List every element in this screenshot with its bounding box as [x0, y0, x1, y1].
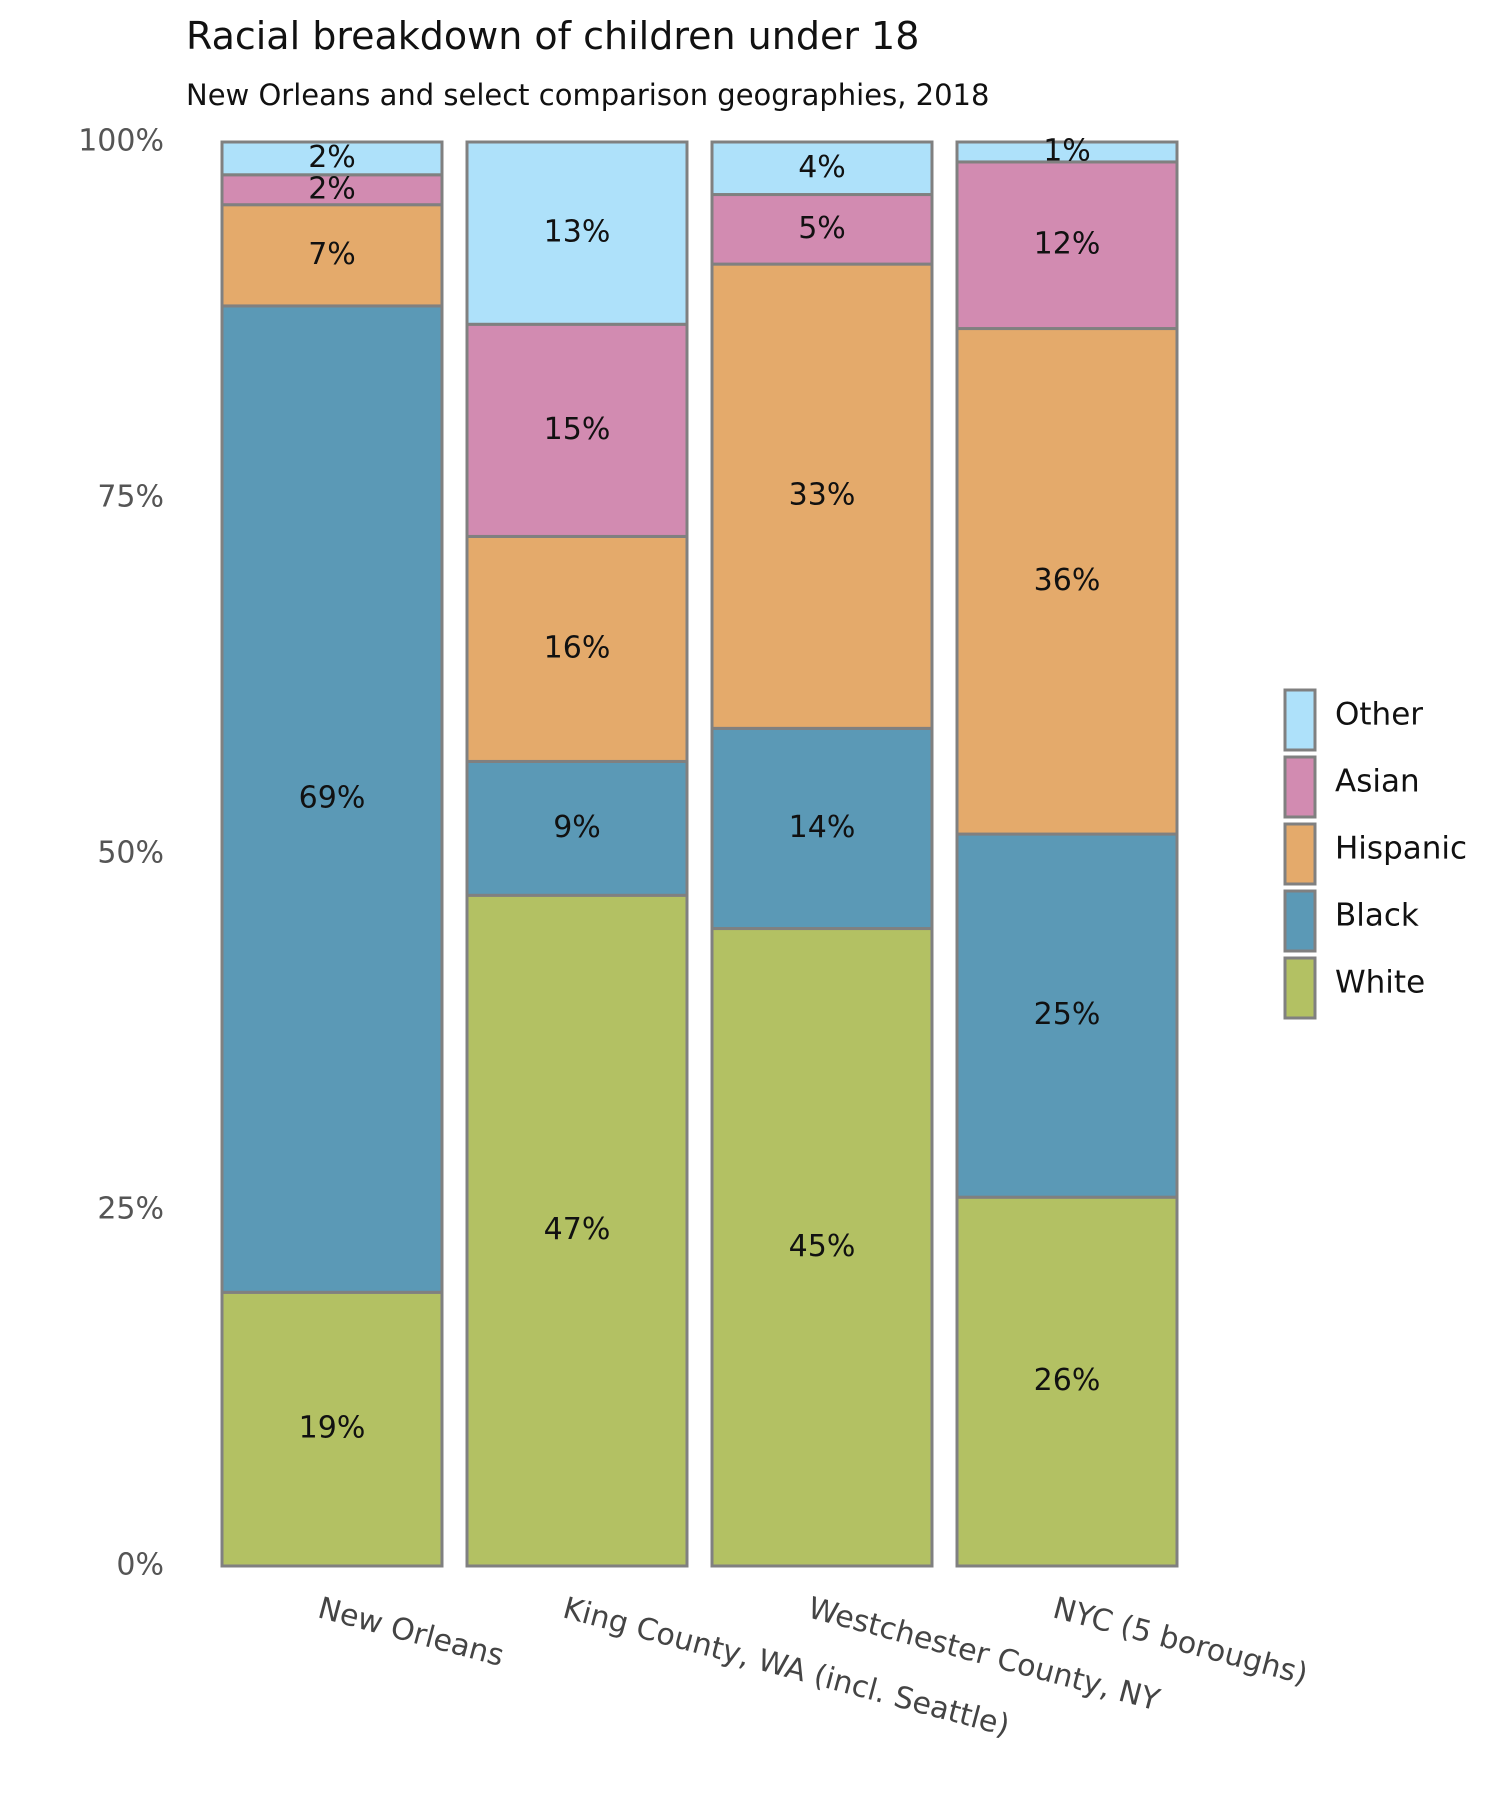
bar-segment-white: [220, 1290, 444, 1568]
y-tick-label: 75%: [97, 480, 164, 515]
data-label: 9%: [553, 810, 601, 845]
bar-segment-hispanic: [710, 262, 934, 730]
y-tick-label: 0%: [116, 1548, 164, 1583]
data-label: 69%: [299, 781, 366, 816]
bar-segment-white: [710, 927, 934, 1568]
bar-segment-white: [955, 1195, 1179, 1568]
bar-segment-black: [220, 304, 444, 1294]
data-label: 14%: [789, 810, 856, 845]
data-label: 7%: [308, 237, 356, 272]
legend-key-black: [1283, 889, 1317, 953]
data-label: 16%: [544, 630, 611, 665]
data-label: 33%: [789, 478, 856, 513]
bar-segment-asian: [955, 160, 1179, 331]
legend-label-hispanic: Hispanic: [1335, 831, 1467, 867]
data-label: 4%: [798, 150, 846, 185]
bar-segment-other: [955, 140, 1179, 164]
bar-segment-white: [465, 893, 689, 1568]
data-label: 36%: [1034, 563, 1101, 598]
bar-segment-black: [710, 726, 934, 931]
bar-segment-hispanic: [220, 203, 444, 308]
legend-key-other: [1283, 688, 1317, 752]
bar-segment-asian: [710, 193, 934, 266]
data-label: 2%: [308, 171, 356, 206]
bars: 19% 69% 7% 2%2% 47% 9% 16% 15% 13% 45% 14% 33% 5% 4% 2…: [220, 133, 1179, 1568]
chart-title: Racial breakdown of children under 18: [186, 14, 920, 58]
data-label: 47%: [544, 1212, 611, 1247]
y-tick-label: 50%: [97, 836, 164, 871]
data-label: 15%: [544, 412, 611, 447]
legend-key-white: [1283, 956, 1317, 1020]
bar-segment-other: [220, 140, 444, 177]
bar-segment-asian: [465, 322, 689, 538]
y-tick-label: 25%: [97, 1192, 164, 1227]
data-label: 19%: [299, 1411, 366, 1446]
legend-key-asian: [1283, 755, 1317, 819]
legend-label-other: Other: [1335, 697, 1423, 733]
bar-segment-other: [465, 140, 689, 326]
x-axis: New Orleans King County, WA (incl. Seattl…: [314, 1591, 1311, 1744]
legend-label-white: White: [1335, 965, 1425, 1001]
data-label: 25%: [1034, 997, 1101, 1032]
data-label: 1%: [1043, 133, 1091, 168]
x-tick-label: New Orleans: [314, 1591, 507, 1674]
x-tick-label: King County, WA (incl. Seattle): [559, 1591, 1013, 1744]
y-axis: 0% 25% 50% 75% 100%: [78, 124, 164, 1583]
bar-segment-hispanic: [465, 534, 689, 763]
legend-key-hispanic: [1283, 822, 1317, 886]
bar-segment-black: [955, 832, 1179, 1199]
data-label: 2%: [308, 140, 356, 175]
legend-label-asian: Asian: [1335, 764, 1420, 800]
data-label: 45%: [789, 1229, 856, 1264]
y-tick-label: 100%: [78, 124, 164, 159]
chart-subtitle: New Orleans and select comparison geogra…: [186, 78, 990, 112]
data-label: 12%: [1034, 227, 1101, 262]
data-label: 26%: [1034, 1363, 1101, 1398]
bar-segment-other: [710, 140, 934, 197]
bar-segment-black: [465, 759, 689, 897]
legend-label-black: Black: [1335, 898, 1419, 934]
data-label: 13%: [544, 215, 611, 250]
data-label: 5%: [798, 211, 846, 246]
legend: Other Asian Hispanic Black White: [1283, 688, 1467, 1020]
